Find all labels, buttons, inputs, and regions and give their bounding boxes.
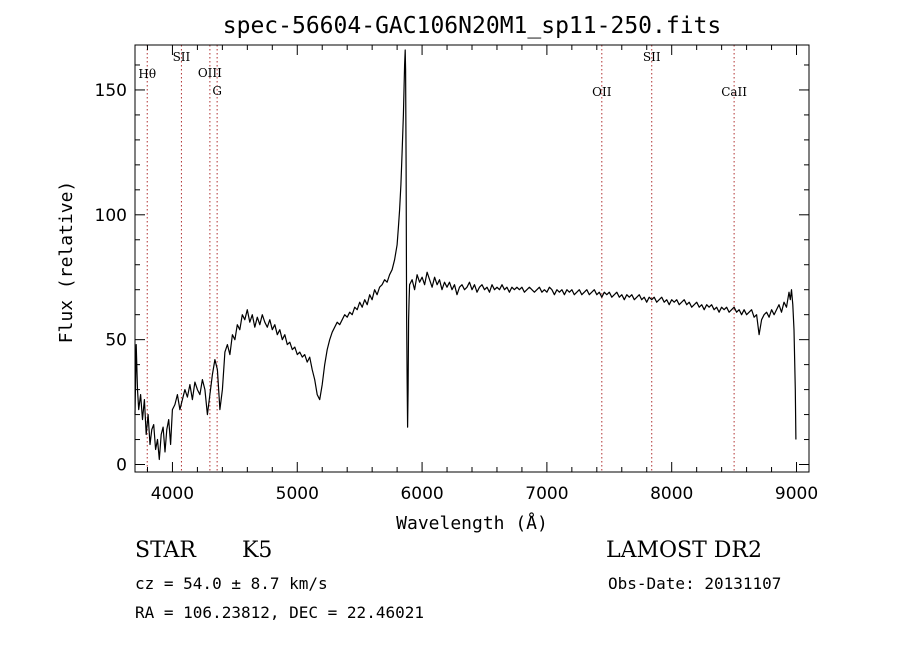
x-axis-ticks: 4000 5000 6000 7000 8000 9000 <box>146 45 818 504</box>
spectral-subclass: K5 <box>242 538 273 563</box>
line-label: CaII <box>721 85 747 99</box>
x-tick-label: 5000 <box>276 484 319 504</box>
spectrum-line <box>134 49 797 461</box>
line-label: G <box>212 84 222 98</box>
x-axis-label: Wavelength (Å) <box>396 512 548 534</box>
y-axis-label: Flux (relative) <box>56 181 77 344</box>
line-label: SII <box>643 50 661 64</box>
x-tick-label: 8000 <box>650 484 693 504</box>
x-tick-label: 7000 <box>525 484 568 504</box>
redshift-value: cz = 54.0 ± 8.7 km/s <box>135 574 328 593</box>
survey-name: LAMOST DR2 <box>606 538 762 563</box>
line-label: Hθ <box>138 67 156 81</box>
plot-frame <box>134 44 810 473</box>
y-axis-ticks: 0 50 100 150 <box>95 64 809 476</box>
y-tick-label: 150 <box>95 81 127 101</box>
y-tick-label: 100 <box>95 206 127 226</box>
x-tick-label: 9000 <box>775 484 818 504</box>
chart-title: spec-56604-GAC106N20M1_sp11-250.fits <box>223 13 722 39</box>
line-label: OIII <box>198 66 222 80</box>
x-tick-label: 6000 <box>400 484 443 504</box>
line-label: OII <box>592 85 612 99</box>
emission-line-markers: Hθ SII OIII G OII SII CaII <box>138 45 747 472</box>
observation-date: Obs-Date: 20131107 <box>608 574 782 593</box>
y-tick-label: 0 <box>116 456 127 476</box>
x-tick-label: 4000 <box>151 484 194 504</box>
line-label: SII <box>173 50 191 64</box>
object-class: STAR <box>135 538 196 563</box>
y-tick-label: 50 <box>105 331 127 351</box>
coordinates: RA = 106.23812, DEC = 22.46021 <box>135 603 424 622</box>
